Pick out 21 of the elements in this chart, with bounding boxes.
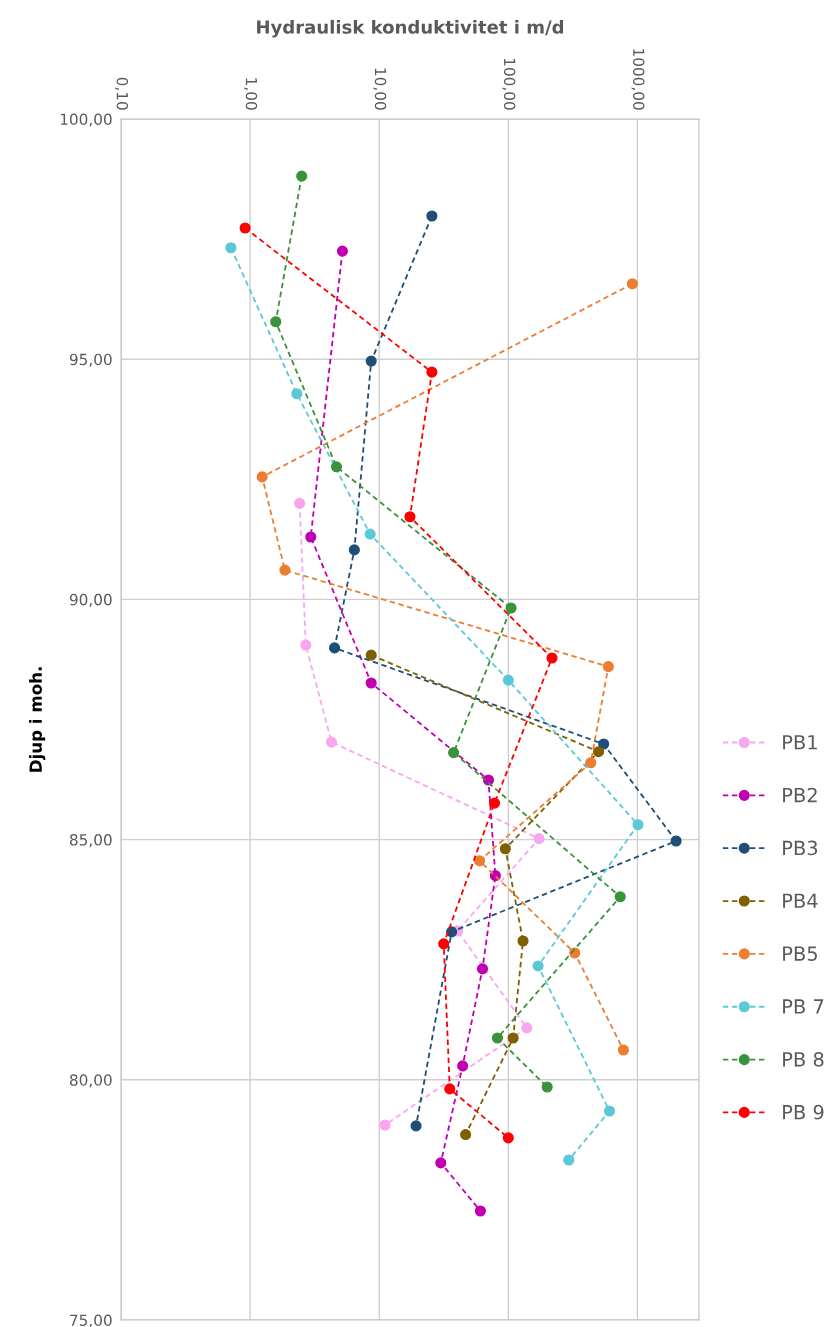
y-tick-label: 75,00 (70, 1314, 112, 1327)
y-tick-label: 100,00 (60, 113, 112, 127)
x-tick-label: 100,00 (502, 58, 516, 110)
y-tick-label: 90,00 (69, 593, 112, 607)
y-axis-title: Djup i moh. (29, 667, 46, 772)
x-tick-label: 10,00 (373, 68, 387, 110)
x-tick-label: 1000,00 (631, 49, 645, 110)
legend-label: PB2 (783, 787, 817, 803)
legend-label: PB4 (783, 893, 818, 908)
legend-label: PB1 (783, 735, 817, 750)
y-tick-label: 95,00 (69, 353, 112, 367)
y-tick-label: 80,00 (69, 1074, 112, 1088)
legend-label: PB 9 (783, 1104, 824, 1120)
y-tick-label: 85,00 (69, 834, 112, 848)
x-tick-label: 1,00 (244, 78, 258, 110)
legend-label: PB3 (783, 840, 818, 856)
x-axis-title: Hydraulisk konduktivitet i m/d (257, 19, 564, 38)
x-tick-label: 0,10 (115, 77, 129, 110)
legend-label: PB5 (783, 946, 817, 961)
legend-label: PB 7 (783, 999, 824, 1014)
legend-label: PB 8 (783, 1051, 824, 1067)
